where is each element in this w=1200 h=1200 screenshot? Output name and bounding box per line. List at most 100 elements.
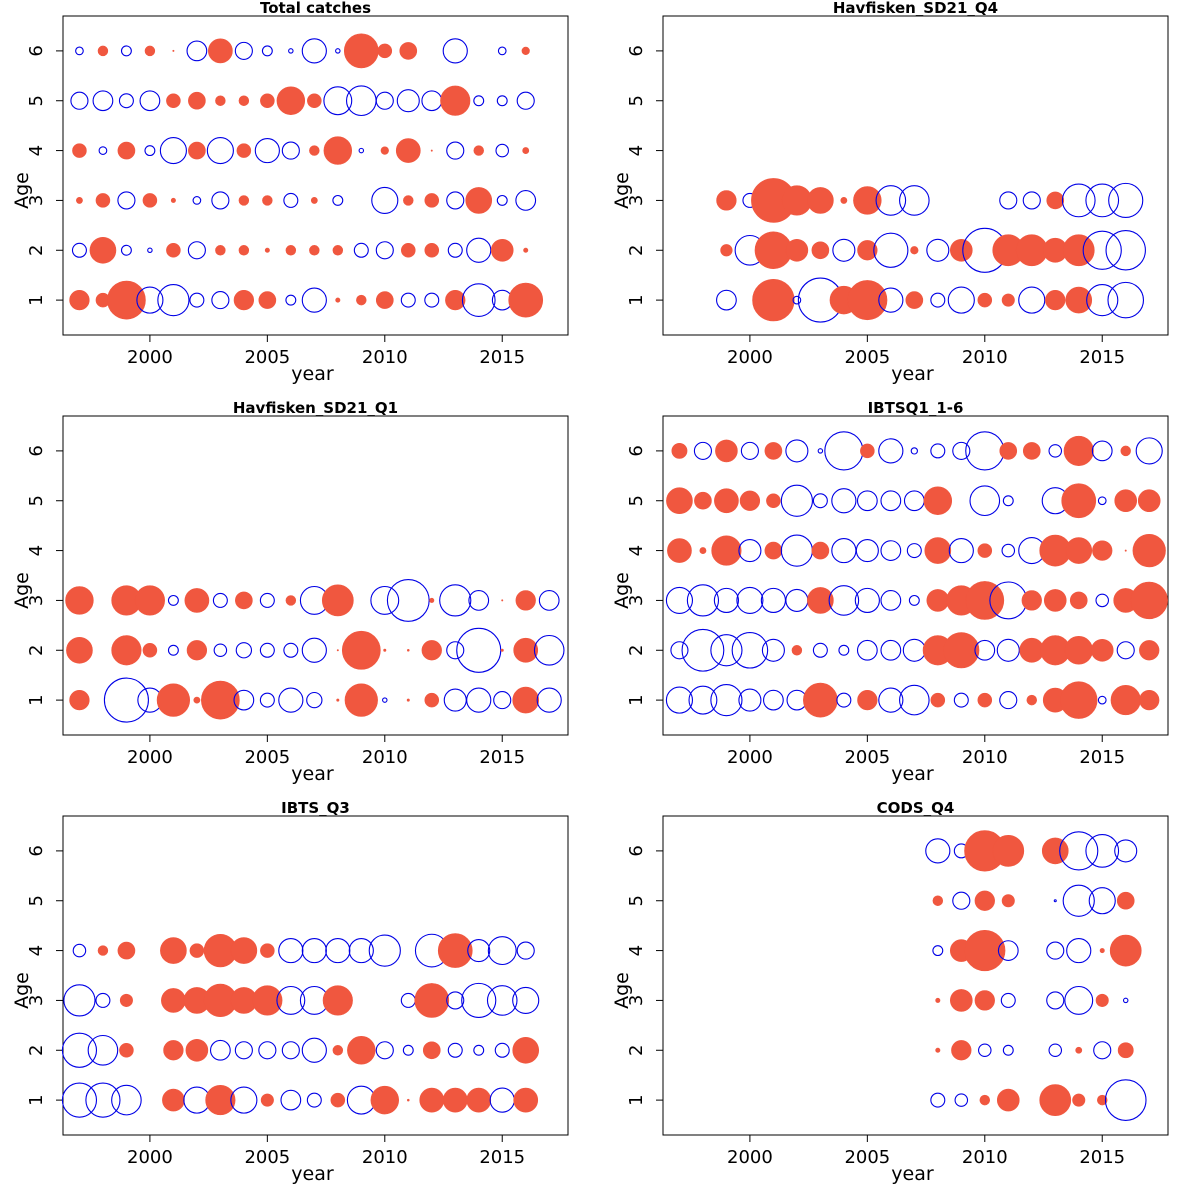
bubble-negative bbox=[186, 40, 208, 62]
bubble-positive bbox=[336, 649, 339, 652]
bubble-positive bbox=[238, 95, 250, 106]
bubble-negative bbox=[386, 579, 430, 622]
x-tick-label: 2000 bbox=[127, 747, 173, 768]
bubble-positive bbox=[1139, 640, 1160, 661]
bubble-positive bbox=[236, 143, 252, 158]
bubble-positive bbox=[188, 91, 206, 110]
bubble-positive bbox=[356, 294, 367, 306]
bubble-negative bbox=[375, 91, 394, 110]
panel-4: IBTSQ1_1-6 2000 2005 2010 2015 1 2 3 4 5 6 year Age bbox=[611, 399, 1169, 785]
bubble-negative bbox=[213, 643, 228, 658]
bubble-negative bbox=[1091, 440, 1113, 462]
y-tick-label: 1 bbox=[626, 694, 647, 705]
bubble-negative bbox=[167, 644, 179, 656]
panel-title: IBTSQ1_1-6 bbox=[868, 399, 964, 417]
bubble-negative bbox=[375, 1041, 394, 1060]
bubble-negative bbox=[63, 984, 96, 1017]
bubble-negative bbox=[285, 294, 297, 306]
bubble-positive bbox=[720, 244, 733, 257]
y-axis-label: Age bbox=[11, 172, 33, 209]
bubble-negative bbox=[710, 634, 743, 667]
y-tick-label: 4 bbox=[626, 145, 647, 156]
bubble-negative bbox=[880, 639, 902, 661]
bubble-negative bbox=[1097, 496, 1107, 506]
bubble-positive bbox=[811, 241, 830, 260]
bubble-negative bbox=[473, 1044, 485, 1056]
bubble-positive bbox=[694, 491, 712, 510]
y-tick-label: 5 bbox=[626, 495, 647, 506]
bubble-negative bbox=[167, 594, 179, 606]
bubble-positive bbox=[699, 547, 707, 554]
bubble-negative bbox=[358, 147, 365, 154]
bubble-positive bbox=[414, 983, 450, 1018]
bubble-positive bbox=[142, 193, 158, 208]
bubble-positive bbox=[310, 197, 318, 204]
bubble-positive bbox=[341, 630, 381, 670]
bubble-negative bbox=[996, 638, 1020, 662]
bubble-positive bbox=[377, 43, 393, 59]
bubble-negative bbox=[461, 982, 497, 1019]
bubble-negative bbox=[999, 691, 1018, 710]
bubble-positive bbox=[807, 587, 834, 614]
y-tick-label: 3 bbox=[626, 195, 647, 206]
bubble-positive bbox=[424, 193, 440, 208]
bubble-negative bbox=[1018, 286, 1046, 314]
bubble-negative bbox=[281, 1041, 300, 1060]
bubble-positive bbox=[424, 692, 440, 708]
bubble-negative bbox=[400, 292, 416, 308]
bubble-negative bbox=[402, 1044, 414, 1056]
bubble-positive bbox=[322, 985, 353, 1016]
bubble-positive bbox=[262, 195, 273, 206]
y-tick-label: 6 bbox=[626, 45, 647, 56]
bubble-negative bbox=[880, 540, 902, 561]
bubble-positive bbox=[347, 1036, 376, 1065]
panel-title: Havfisken_SD21_Q4 bbox=[833, 0, 998, 17]
bubble-positive bbox=[1132, 533, 1166, 568]
bubble-negative bbox=[932, 945, 944, 957]
bubble-negative bbox=[948, 537, 974, 564]
bubble-negative bbox=[930, 1092, 946, 1108]
bubble-negative bbox=[925, 838, 951, 864]
bubble-negative bbox=[259, 592, 275, 608]
bubble-negative bbox=[880, 490, 902, 512]
bubble-positive bbox=[156, 683, 191, 717]
bubble-negative bbox=[332, 194, 344, 206]
bubble-positive bbox=[188, 141, 206, 160]
bubble-positive bbox=[965, 581, 1005, 620]
bubble-negative bbox=[1002, 495, 1014, 507]
x-tick-label: 2000 bbox=[727, 1147, 773, 1168]
bubble-positive bbox=[951, 1040, 972, 1061]
bubble-negative bbox=[95, 992, 111, 1008]
bubble-negative bbox=[189, 292, 205, 308]
bubble-negative bbox=[206, 137, 234, 165]
bubble-negative bbox=[856, 639, 878, 661]
bubble-positive bbox=[1109, 934, 1142, 967]
bubble-positive bbox=[803, 682, 838, 718]
bubble-positive bbox=[1015, 234, 1048, 267]
bubble-positive bbox=[162, 1088, 185, 1112]
bubble-negative bbox=[817, 448, 824, 454]
y-tick-label: 2 bbox=[26, 645, 47, 656]
bubble-negative bbox=[1002, 1044, 1014, 1056]
bubble-negative bbox=[908, 594, 920, 606]
bubble-negative bbox=[954, 1093, 969, 1107]
bubble-positive bbox=[465, 187, 493, 214]
bubble-negative bbox=[75, 46, 84, 56]
bubble-negative bbox=[120, 244, 132, 256]
bubble-positive bbox=[1026, 694, 1037, 706]
x-tick-label: 2015 bbox=[479, 747, 525, 768]
bubble-positive bbox=[252, 985, 283, 1016]
bubble-negative bbox=[854, 587, 880, 614]
bubble-positive bbox=[332, 245, 344, 256]
bubble-negative bbox=[1046, 941, 1065, 960]
bubble-negative bbox=[301, 287, 327, 313]
bubble-positive bbox=[1001, 894, 1015, 908]
panel-title: Havfisken_SD21_Q1 bbox=[233, 399, 398, 417]
bubble-negative bbox=[832, 238, 856, 262]
bubble-positive bbox=[215, 95, 226, 106]
bubble-positive bbox=[166, 93, 181, 108]
bubble-positive bbox=[260, 93, 275, 108]
bubble-positive bbox=[512, 1036, 540, 1064]
panel-2: Havfisken_SD21_Q4 2000 2005 2010 2015 1 2 3 4 5 6 y… bbox=[611, 0, 1169, 385]
bubble-positive bbox=[1065, 537, 1093, 564]
